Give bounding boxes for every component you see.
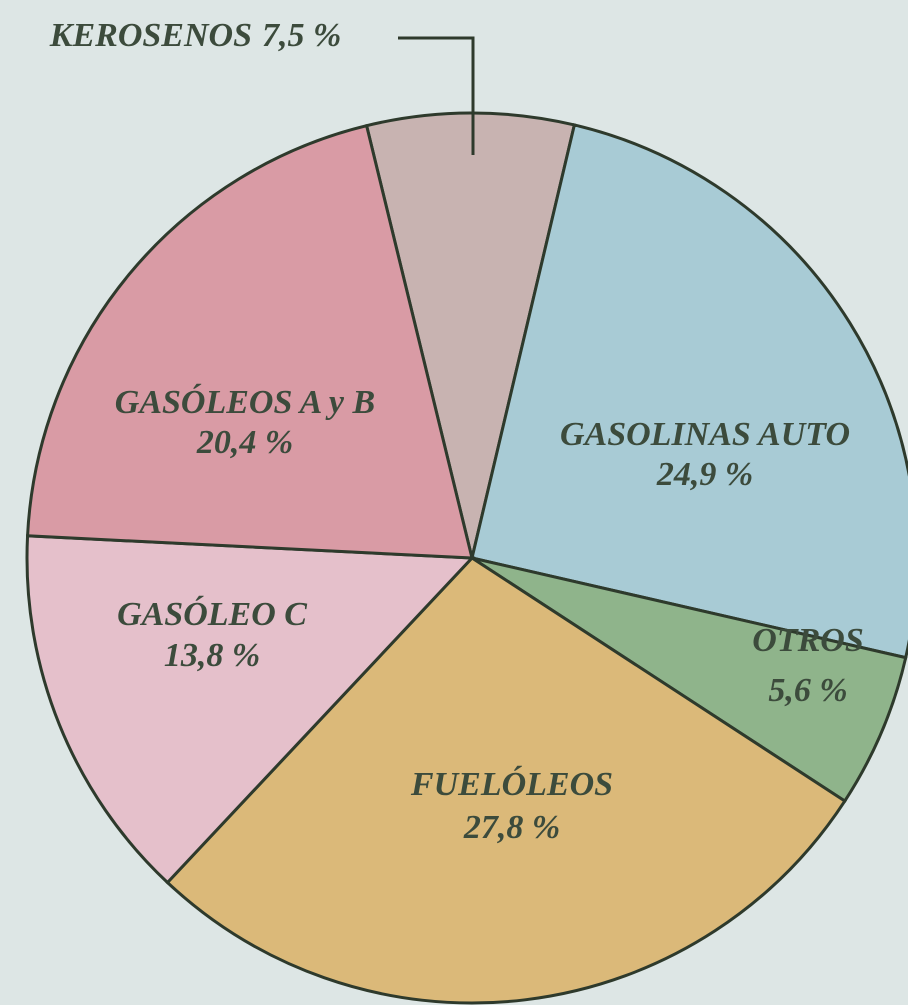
- slice-label: FUELÓLEOS: [410, 765, 613, 803]
- value-label: 27,8 %: [463, 809, 560, 846]
- pie-slice: [471, 556, 908, 804]
- value-label: 13,8 %: [164, 637, 260, 674]
- pie-slice: [25, 534, 476, 885]
- pie-slice: [165, 556, 847, 1005]
- leader-line: [398, 36, 475, 155]
- value-label: 20,4 %: [196, 424, 293, 461]
- value-label: 24,9 %: [656, 456, 753, 493]
- pie-slice: [470, 123, 908, 660]
- value-label: 7,5 %: [262, 17, 341, 54]
- slice-label: GASÓLEO C: [117, 595, 307, 633]
- pie-slice: [25, 123, 474, 560]
- pie-slice: [364, 111, 577, 559]
- slice-label: GASOLINAS AUTO: [560, 416, 850, 453]
- slice-label: GASÓLEOS A y B: [115, 383, 375, 421]
- slice-label: KEROSENOS: [49, 17, 252, 54]
- slice-label: OTROS: [752, 622, 863, 659]
- value-label: 5,6 %: [768, 672, 847, 709]
- slices: [25, 111, 908, 1005]
